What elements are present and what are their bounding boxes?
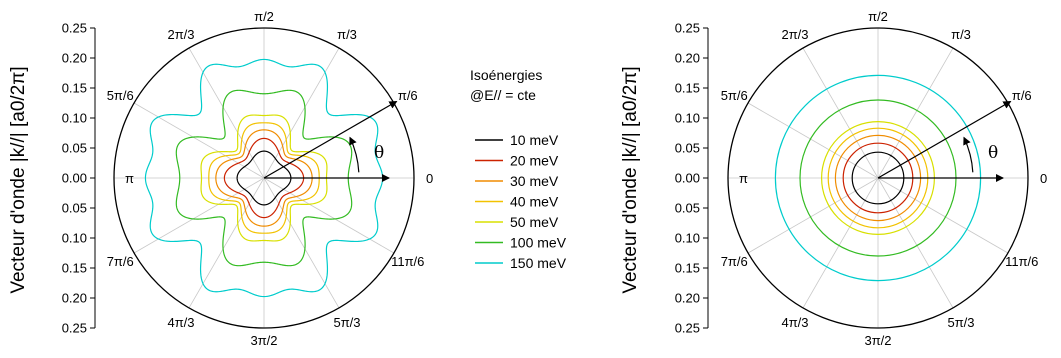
series-curve-100-meV <box>175 89 353 267</box>
legend-label: 20 meV <box>510 153 559 169</box>
radial-tick-label: 0.25 <box>675 321 700 336</box>
theta-symbol: θ <box>374 143 384 163</box>
wavevector-arrow <box>877 100 1012 179</box>
angle-label: 4π/3 <box>167 315 194 330</box>
angle-label: π/6 <box>1012 88 1032 103</box>
grid-spoke <box>263 177 395 254</box>
angle-label: π/2 <box>254 9 274 24</box>
angle-labels: 0 π/6 π/3 π/2 2π/3 5π/6 π 7π/6 4π/3 3π/2 5π/3 11π/6 <box>107 9 434 348</box>
theta-arc-arrow <box>963 136 974 173</box>
angle-label: 5π/3 <box>947 315 974 330</box>
grid-spoke <box>877 177 1009 254</box>
legend-label: 30 meV <box>510 173 559 189</box>
radial-tick-label: 0.20 <box>62 51 87 66</box>
angle-label: π/3 <box>337 27 357 42</box>
angle-label: π/2 <box>868 9 888 24</box>
legend-label: 50 meV <box>510 214 559 230</box>
angle-label: 5π/6 <box>107 88 134 103</box>
legend-title-line2: @E// = cte <box>470 87 536 103</box>
radial-tick-label: 0.15 <box>675 261 700 276</box>
legend-label: 100 meV <box>510 235 567 251</box>
theta-arrow: θ <box>263 100 398 182</box>
radial-tick-label: 0.05 <box>62 201 87 216</box>
series-curve-10-meV <box>236 150 292 206</box>
y-axis-label: Vecteur d'onde |k//| [a0/2π] <box>620 66 641 293</box>
grid-spoke <box>747 102 879 179</box>
angle-label: 7π/6 <box>107 254 134 269</box>
angle-label: 11π/6 <box>1005 254 1038 269</box>
legend-items: 10 meV 20 meV 30 meV 40 meV 50 meV 100 meV 150… <box>475 132 567 271</box>
radial-axis: 0.25 0.20 0.15 0.10 0.05 0.00 0.05 0.10 0.15 0.20… <box>675 21 709 336</box>
legend-title-line1: Isoénergies <box>470 67 542 83</box>
theta-arrow: θ <box>877 100 1012 182</box>
grid-spoke <box>802 177 879 309</box>
radial-tick-label: 0.20 <box>675 291 700 306</box>
right-polar-chart: 0.25 0.20 0.15 0.10 0.05 0.00 0.05 0.10 0.15 0.20… <box>620 9 1047 348</box>
radial-tick-label: 0.10 <box>62 231 87 246</box>
angle-label: 11π/6 <box>391 254 424 269</box>
angle-label: 0 <box>426 171 433 186</box>
radial-tick-label: 0.05 <box>62 141 87 156</box>
angle-label: 3π/2 <box>250 333 277 348</box>
grid-spoke <box>133 177 265 254</box>
angle-label: 2π/3 <box>167 27 194 42</box>
outer-circle <box>113 27 415 329</box>
theta-arc-arrow <box>349 136 360 173</box>
angle-labels: 0 π/6 π/3 π/2 2π/3 5π/6 π 7π/6 4π/3 3π/2 5π/3 11π/6 <box>721 9 1048 348</box>
series-curve-50-meV <box>200 114 328 242</box>
radial-tick-label: 0.15 <box>62 81 87 96</box>
grid-spoke <box>133 102 265 179</box>
angle-label: π <box>739 171 748 186</box>
angle-label: 0 <box>1040 171 1047 186</box>
angle-label: 4π/3 <box>781 315 808 330</box>
radial-tick-label: 0.05 <box>675 141 700 156</box>
angle-label: 5π/3 <box>333 315 360 330</box>
angle-label: π/3 <box>951 27 971 42</box>
legend: Isoénergies @E// = cte 10 meV 20 meV 30 me… <box>470 67 567 271</box>
polar-grid <box>113 27 415 329</box>
radial-tick-label: 0.25 <box>62 321 87 336</box>
grid-spoke <box>263 47 340 179</box>
angle-label: 5π/6 <box>721 88 748 103</box>
series-curve-40-meV <box>208 122 320 234</box>
legend-label: 40 meV <box>510 194 559 210</box>
angle-label: π <box>125 171 134 186</box>
grid-spoke <box>877 47 954 179</box>
angle-label: 7π/6 <box>721 254 748 269</box>
grid-spoke <box>802 47 879 179</box>
radial-tick-label: 0.15 <box>62 261 87 276</box>
radial-tick-label: 0.00 <box>62 171 87 186</box>
series-curve-150-meV <box>144 58 384 298</box>
radial-tick-label: 0.10 <box>62 111 87 126</box>
series-group <box>144 58 384 298</box>
left-polar-chart: 0.25 0.20 0.15 0.10 0.05 0.00 0.05 0.10 0.15 0.20… <box>8 9 433 348</box>
radial-tick-label: 0.20 <box>675 51 700 66</box>
radial-tick-label: 0.20 <box>62 291 87 306</box>
legend-label: 10 meV <box>510 132 559 148</box>
angle-label: 3π/2 <box>864 333 891 348</box>
wavevector-arrow <box>263 100 398 179</box>
grid-spoke <box>877 177 954 309</box>
radial-tick-label: 0.05 <box>675 201 700 216</box>
series-curve-20-meV <box>223 137 305 219</box>
grid-spoke <box>747 177 879 254</box>
outer-circle <box>727 27 1029 329</box>
angle-label: π/6 <box>398 88 418 103</box>
legend-label: 150 meV <box>510 255 567 271</box>
radial-tick-label: 0.10 <box>675 231 700 246</box>
series-curve-30-meV <box>215 129 313 227</box>
radial-tick-label: 0.10 <box>675 111 700 126</box>
grid-spoke <box>188 177 265 309</box>
theta-symbol: θ <box>988 143 998 163</box>
y-axis-label: Vecteur d'onde |k//| [a0/2π] <box>8 66 29 293</box>
radial-tick-label: 0.25 <box>675 21 700 36</box>
radial-tick-label: 0.15 <box>675 81 700 96</box>
radial-tick-label: 0.25 <box>62 21 87 36</box>
grid-spoke <box>263 177 340 309</box>
angle-label: 2π/3 <box>781 27 808 42</box>
grid-spoke <box>188 47 265 179</box>
radial-axis: 0.25 0.20 0.15 0.10 0.05 0.00 0.05 0.10 0.15 0.20… <box>62 21 96 336</box>
radial-tick-label: 0.00 <box>675 171 700 186</box>
